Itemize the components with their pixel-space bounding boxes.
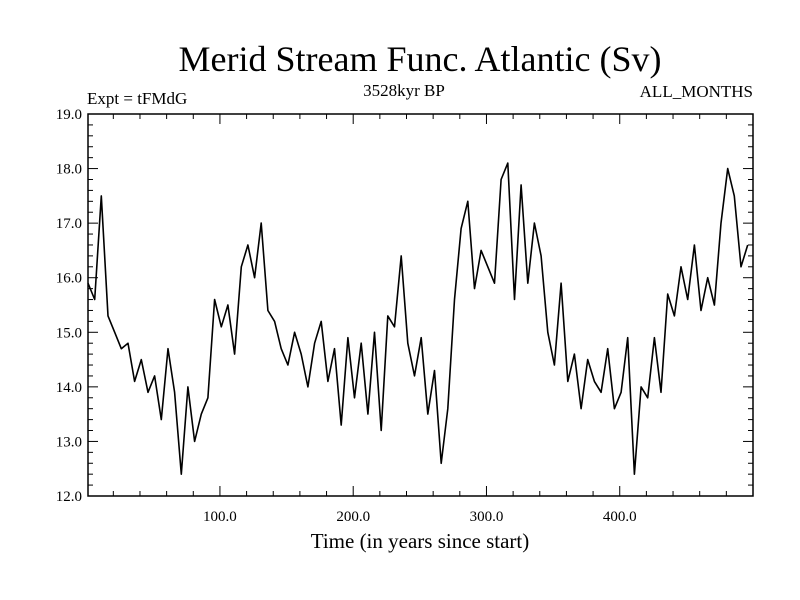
plot-frame [87, 113, 754, 497]
y-tick-label: 15.0 [56, 325, 82, 341]
y-tick-label: 12.0 [56, 489, 82, 505]
x-tick-label: 400.0 [603, 509, 637, 525]
x-tick-label: 200.0 [336, 509, 370, 525]
x-tick-labels: 100.0 200.0 300.0 400.0 [203, 509, 637, 525]
x-tick-label: 100.0 [203, 509, 237, 525]
x-tick-label: 300.0 [470, 509, 504, 525]
y-tick-label: 17.0 [56, 216, 82, 232]
y-tick-label: 14.0 [56, 380, 82, 396]
x-axis-label: Time (in years since start) [311, 529, 530, 553]
axis-ticks [88, 113, 754, 497]
series-line [87, 162, 749, 475]
y-tick-label: 13.0 [56, 434, 82, 450]
chart-title: Merid Stream Func. Atlantic (Sv) [179, 39, 662, 79]
period-label: 3528kyr BP [363, 81, 445, 100]
y-tick-label: 16.0 [56, 271, 82, 287]
months-label: ALL_MONTHS [640, 82, 753, 101]
y-tick-label: 18.0 [56, 162, 82, 178]
experiment-label: Expt = tFMdG [87, 89, 187, 108]
y-tick-label: 19.0 [56, 107, 82, 123]
y-tick-labels: 12.0 13.0 14.0 15.0 16.0 17.0 18.0 19.0 [56, 107, 82, 505]
